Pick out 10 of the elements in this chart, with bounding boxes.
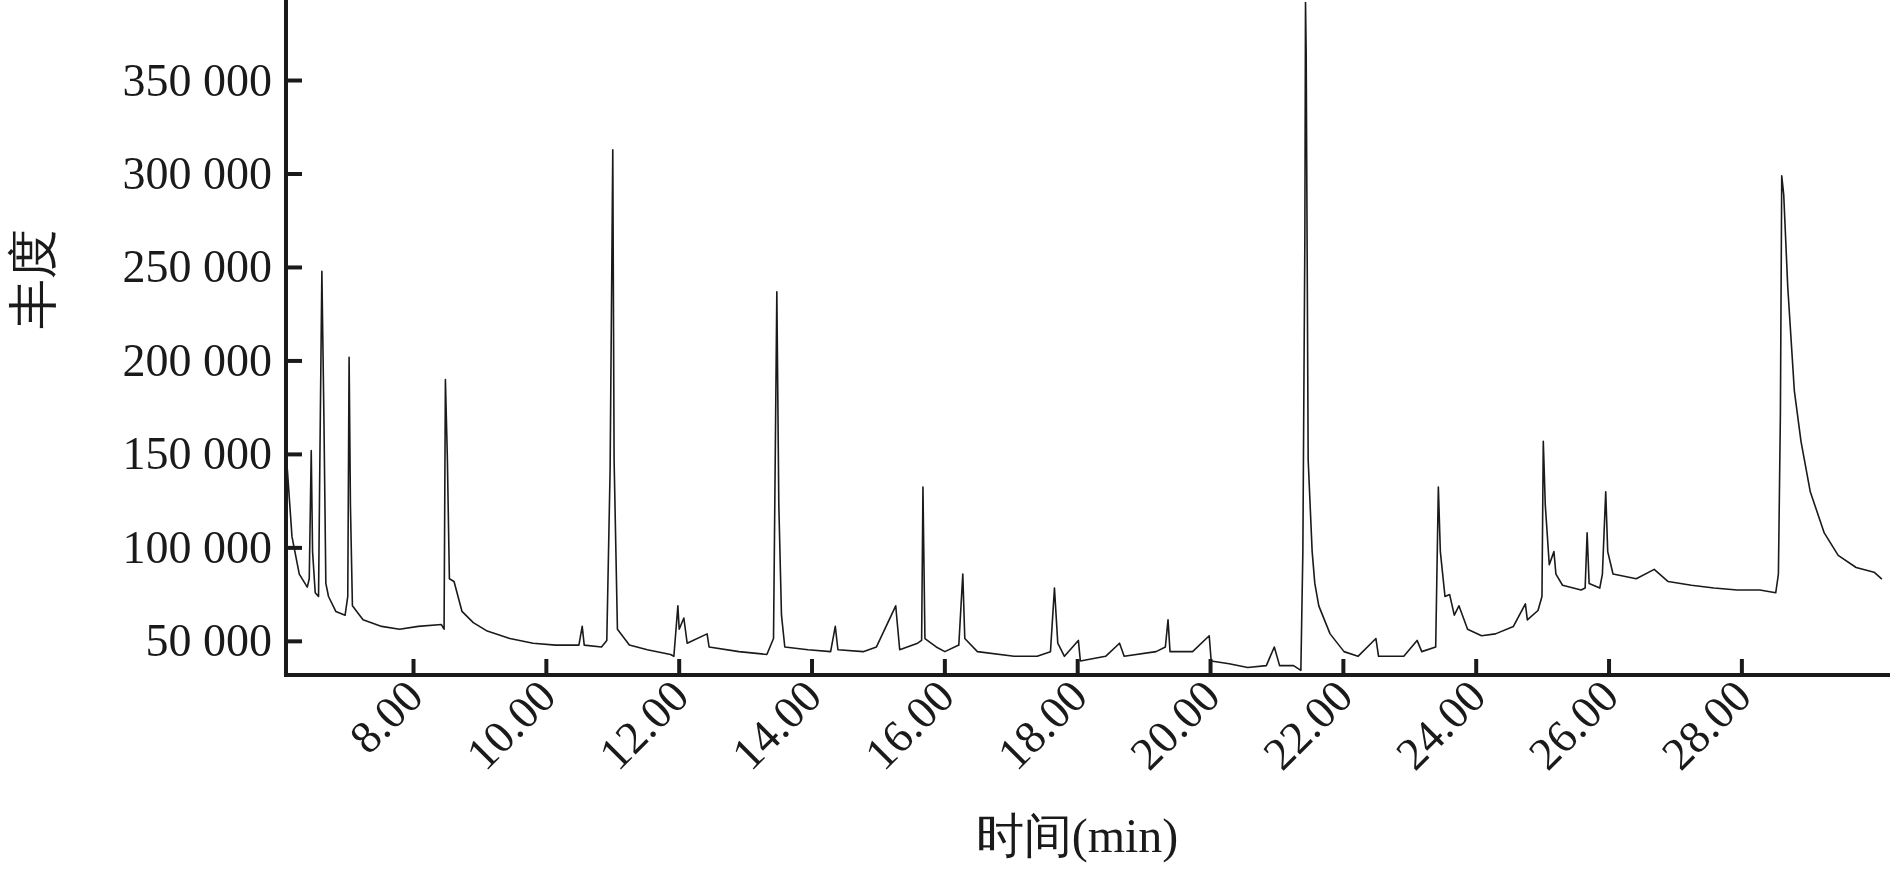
y-tick-label: 250 000 <box>122 241 272 293</box>
y-axis-title: 丰度 <box>5 228 61 329</box>
x-axis-title: 时间(min) <box>975 809 1179 863</box>
y-tick-label: 50 000 <box>145 615 272 667</box>
x-tick-label: 8.00 <box>339 670 433 763</box>
y-tick-label: 200 000 <box>122 334 272 386</box>
y-tick-label: 100 000 <box>122 521 272 573</box>
y-tick-label: 300 000 <box>122 147 272 199</box>
y-tick-label: 350 000 <box>122 54 272 106</box>
y-tick-label: 150 000 <box>122 428 272 480</box>
